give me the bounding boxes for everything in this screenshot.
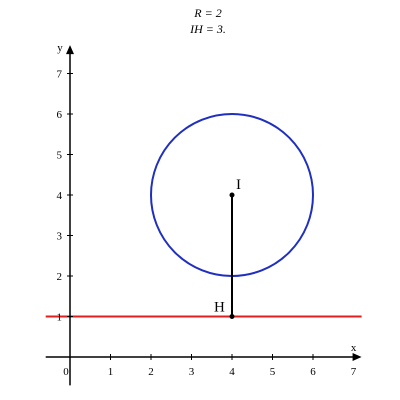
point-H-label: H [214, 300, 225, 316]
x-tick-label: 1 [108, 366, 114, 378]
y-tick-label: 7 [57, 69, 63, 81]
x-axis-arrow-icon [352, 353, 362, 361]
x-tick-label: 6 [310, 366, 316, 378]
origin-label: 0 [63, 366, 69, 378]
y-tick-label: 4 [57, 190, 63, 202]
x-tick-label: 3 [189, 366, 195, 378]
y-tick-label: 2 [57, 271, 63, 283]
y-axis-ticks: 1 2 3 4 5 6 7 [57, 69, 73, 324]
y-axis-name: y [57, 42, 63, 54]
x-tick-label: 5 [270, 366, 276, 378]
y-axis-arrow-icon [66, 45, 74, 55]
y-tick-label: 6 [57, 109, 63, 121]
x-tick-label: 2 [148, 366, 154, 378]
x-tick-label: 7 [351, 366, 357, 378]
caption-distance: IH = 3. [189, 22, 226, 36]
point-H [229, 314, 235, 319]
y-tick-label: 5 [57, 150, 63, 162]
y-tick-label: 3 [57, 231, 63, 243]
y-tick-label: 1 [57, 312, 63, 324]
x-tick-label: 4 [229, 366, 235, 378]
x-axis-name: x [351, 342, 357, 354]
x-axis-ticks: 1 2 3 4 5 6 7 [108, 354, 357, 378]
point-I [229, 192, 235, 198]
caption-radius: R = 2 [193, 6, 221, 20]
point-I-label: I [236, 177, 241, 193]
